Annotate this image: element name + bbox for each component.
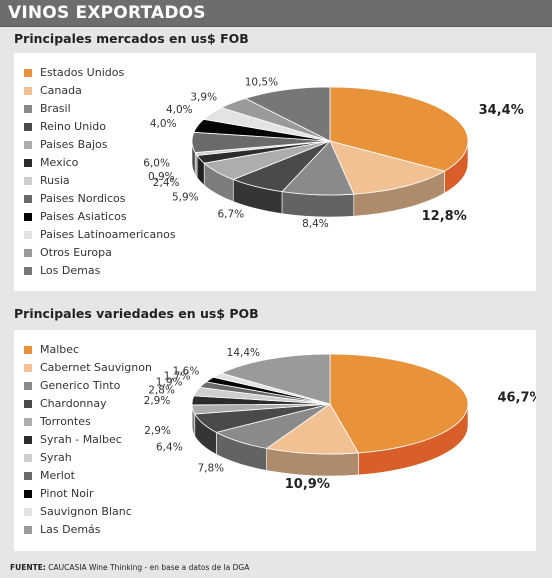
legend-label: Sauvignon Blanc [40, 505, 132, 518]
pie-value-label: 4,0% [166, 104, 193, 116]
pie-value-label: 1,6% [173, 366, 200, 378]
legend-label: Cabernet Sauvignon [40, 361, 152, 374]
source-label: FUENTE: [10, 563, 46, 572]
chart-1-title: Principales mercados en us$ FOB [14, 31, 249, 46]
legend-label: Canada [40, 84, 82, 97]
legend-swatch [24, 195, 32, 203]
pie-tops [191, 86, 469, 196]
legend-label: Malbec [40, 343, 80, 356]
legend-label: Syrah - Malbec [40, 433, 122, 446]
legend-swatch [24, 526, 32, 534]
legend-label: Paises Nordicos [40, 192, 126, 205]
legend-swatch [24, 177, 32, 185]
legend-swatch [24, 123, 32, 131]
pie-value-label: 2,8% [148, 385, 175, 397]
pie-value-label: 6,0% [143, 157, 170, 169]
legend-label: Pinot Noir [40, 487, 94, 500]
pie-slice [220, 353, 331, 405]
legend-swatch [24, 400, 32, 408]
pie-value-label: 1,9% [156, 376, 183, 388]
pie-slice [329, 140, 446, 195]
pie-value-label: 10,5% [245, 77, 278, 89]
legend-swatch [24, 105, 32, 113]
legend-label: Los Demas [40, 264, 101, 277]
legend-label: Mexico [40, 156, 79, 169]
legend-swatch [24, 141, 32, 149]
source-text: CAUCASIA Wine Thinking - en base a datos… [48, 563, 250, 572]
pie-sides [191, 140, 469, 218]
pie-value-label: 6,7% [217, 209, 244, 221]
legend-label: Las Demás [40, 523, 101, 536]
legend-label: Paises Latinoamericanos [40, 228, 176, 241]
legend-label: Reino Unido [40, 120, 106, 133]
pie-value-label: 4,0% [150, 118, 177, 130]
pie-value-label: 10,9% [285, 477, 330, 492]
source-footer: FUENTE: CAUCASIA Wine Thinking - en base… [10, 563, 249, 572]
pie-labels: 34,4% 12,8% 8,4% 6,7% 5,9% 2,4%0,9% 6,0% 4,0% 4,… [143, 77, 523, 230]
legend-label: Generico Tinto [40, 379, 121, 392]
chart-2-title: Principales variedades en us$ POB [14, 306, 259, 321]
pie-slice [329, 353, 469, 454]
pie-slice-side [281, 191, 355, 218]
pie-value-label: 46,7% [497, 391, 536, 406]
pie-value-label: 12,8% [422, 209, 467, 224]
legend-swatch [24, 508, 32, 516]
pie-slice [244, 86, 331, 142]
legend-swatch [24, 87, 32, 95]
chart-1-panel: Estados Unidos Canada Brasil Reino Unido Pai… [14, 53, 536, 291]
legend-label: Otros Europa [40, 246, 112, 259]
legend-swatch [24, 249, 32, 257]
pie-value-label: 5,9% [172, 192, 199, 204]
pie-value-label: 0,9% [148, 171, 175, 183]
pie-labels: 46,7%10,9%7,8%6,4%2,9%2,9%2,8%1,9%1,7%1,… [144, 347, 536, 492]
pie-value-label: 14,4% [227, 347, 260, 359]
legend-label: Syrah [40, 451, 72, 464]
pie-value-label: 2,9% [144, 425, 171, 437]
pie-value-label: 34,4% [479, 103, 524, 118]
pie-tops [191, 353, 469, 455]
header-bar: VINOS EXPORTADOS [0, 0, 552, 27]
legend-label: Brasil [40, 102, 71, 115]
pie-value-label: 2,4% [153, 177, 180, 189]
pie-value-label: 8,4% [302, 218, 329, 230]
chart-2-pie: 46,7%10,9%7,8%6,4%2,9%2,9%2,8%1,9%1,7%1,… [144, 347, 536, 492]
legend-swatch [24, 382, 32, 390]
legend-swatch [24, 231, 32, 239]
pie-value-label: 6,4% [156, 441, 183, 453]
legend-swatch [24, 454, 32, 462]
chart-1-pie: 34,4% 12,8% 8,4% 6,7% 5,9% 2,4%0,9% 6,0% 4,0% 4,… [143, 77, 523, 230]
pie-value-label: 2,9% [144, 395, 171, 407]
legend-swatch [24, 472, 32, 480]
pie-slice [329, 86, 469, 172]
legend-label: Estados Unidos [40, 66, 125, 79]
legend-label: Paises Asiaticos [40, 210, 127, 223]
legend-swatch [24, 364, 32, 372]
pie-slice [265, 403, 360, 455]
legend-swatch [24, 213, 32, 221]
legend-label: Paises Bajos [40, 138, 108, 151]
legend-swatch [24, 69, 32, 77]
legend-swatch [24, 490, 32, 498]
legend-swatch [24, 436, 32, 444]
legend-label: Merlot [40, 469, 75, 482]
legend-label: Chardonnay [40, 397, 107, 410]
legend-swatch [24, 267, 32, 275]
legend-swatch [24, 346, 32, 354]
legend-label: Torrontes [40, 415, 91, 428]
legend-swatch [24, 418, 32, 426]
legend-swatch [24, 159, 32, 167]
pie-value-label: 3,9% [190, 92, 217, 104]
legend-label: Rusia [40, 174, 70, 187]
page-title: VINOS EXPORTADOS [8, 3, 206, 23]
pie-value-label: 7,8% [197, 462, 224, 474]
pie-value-label: 1,7% [164, 371, 191, 383]
chart-2-panel: Malbec Cabernet Sauvignon Generico Tinto Ch… [14, 330, 536, 551]
